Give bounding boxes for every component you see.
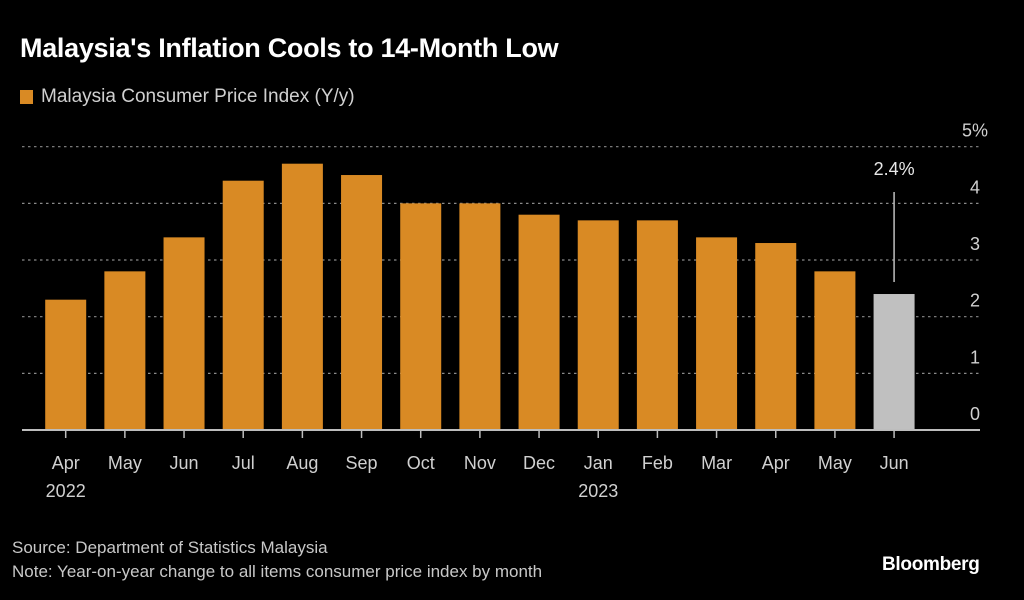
bar [636,220,678,430]
x-tick-label: May [818,453,852,473]
legend: Malaysia Consumer Price Index (Y/y) [20,86,355,108]
bar [577,220,619,430]
x-tick-label: Sep [346,453,378,473]
bar [755,243,797,430]
bar [45,299,87,430]
bar [341,175,383,430]
bar-highlight [873,294,915,430]
annotation-label: 2.4% [874,159,915,179]
bloomberg-logo: Bloomberg [882,554,980,575]
bar [814,271,856,430]
x-tick-label: May [108,453,142,473]
x-tick-label: Mar [701,453,732,473]
bar [281,163,323,430]
y-axis: 0 1 2 3 4 5% [962,121,988,424]
x-tick-label: Jan [584,453,613,473]
bar [400,203,442,430]
x-tick-label: Jun [170,453,199,473]
x-tick-label: Jun [880,453,909,473]
x-tick-label: Nov [464,453,496,473]
x-tick-labels: Apr May Jun Jul Aug Sep Oct Nov Dec Jan Feb Mar Apr M… [46,453,909,501]
x-tick-label: Apr [52,453,80,473]
methodology-note: Note: Year-on-year change to all items c… [12,562,543,581]
x-year-label: 2022 [46,481,86,501]
source-note: Source: Department of Statistics Malaysi… [12,538,328,557]
x-tick-label: Aug [286,453,318,473]
bar [459,203,501,430]
x-tick-label: Apr [762,453,790,473]
x-axis [22,429,980,438]
legend-label: Malaysia Consumer Price Index (Y/y) [41,86,355,107]
bar [518,214,560,430]
footer: Source: Department of Statistics Malaysi… [12,536,542,584]
chart-title: Malaysia's Inflation Cools to 14-Month L… [20,33,559,63]
bars [45,163,915,430]
y-tick-label: 3 [970,234,980,254]
x-tick-label: Jul [232,453,255,473]
y-tick-label: 0 [970,404,980,424]
bar [696,237,738,430]
x-tick-label: Feb [642,453,673,473]
y-tick-label: 2 [970,291,980,311]
x-tick-label: Dec [523,453,555,473]
bar [222,180,264,430]
x-tick-label: Oct [407,453,435,473]
legend-swatch [20,90,33,104]
y-tick-label: 1 [970,347,980,367]
bar [104,271,146,430]
bar [163,237,205,430]
x-year-label: 2023 [578,481,618,501]
y-tick-label: 4 [970,177,980,197]
y-tick-label: 5% [962,121,988,141]
annotation: 2.4% [874,159,915,283]
